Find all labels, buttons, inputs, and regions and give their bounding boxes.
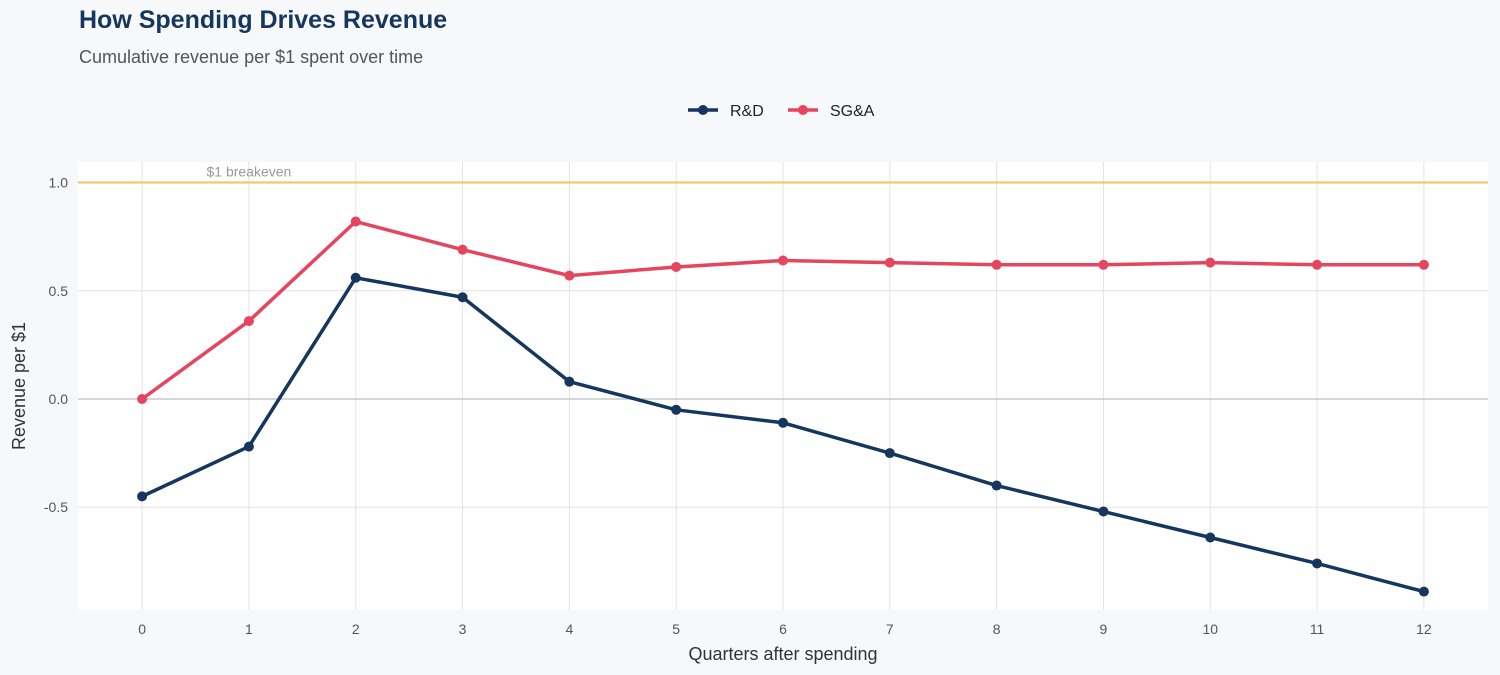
x-tick-label: 12 (1416, 621, 1432, 637)
data-point-sga (564, 270, 575, 281)
data-point-sga (243, 316, 254, 327)
data-point-sga (137, 393, 148, 404)
x-axis-label: Quarters after spending (688, 644, 877, 664)
chart-subtitle: Cumulative revenue per $1 spent over tim… (79, 47, 424, 67)
data-point-rd (1205, 532, 1216, 543)
data-point-rd (350, 272, 361, 283)
data-point-rd (457, 292, 468, 303)
data-point-rd (243, 441, 254, 452)
data-point-sga (350, 216, 361, 227)
y-tick-label: 0.0 (49, 391, 69, 407)
data-point-rd (1418, 586, 1429, 597)
x-tick-label: 1 (245, 621, 253, 637)
data-point-sga (1205, 257, 1216, 268)
x-tick-label: 10 (1202, 621, 1218, 637)
data-point-sga (457, 244, 468, 255)
x-tick-label: 11 (1310, 621, 1325, 637)
x-tick-label: 8 (993, 621, 1001, 637)
data-point-sga (671, 261, 682, 272)
x-tick-label: 9 (1100, 621, 1108, 637)
legend-label-rd: R&D (730, 103, 764, 120)
data-point-sga (991, 259, 1002, 270)
breakeven-label: $1 breakeven (206, 164, 291, 180)
data-point-rd (884, 448, 895, 459)
data-point-rd (671, 404, 682, 415)
x-tick-label: 2 (352, 621, 360, 637)
x-tick-label: 5 (672, 621, 680, 637)
data-point-rd (1098, 506, 1109, 517)
legend-marker-sga (798, 105, 808, 115)
x-tick-label: 7 (886, 621, 894, 637)
y-axis-label: Revenue per $1 (9, 322, 29, 450)
legend-marker-rd (698, 105, 708, 115)
legend-label-sga: SG&A (830, 103, 875, 120)
y-tick-label: 0.5 (49, 283, 69, 299)
data-point-rd (778, 417, 788, 428)
chart-title: How Spending Drives Revenue (79, 6, 448, 34)
y-tick-label: -0.5 (44, 499, 68, 515)
data-point-sga (778, 255, 788, 266)
x-tick-label: 3 (459, 621, 467, 637)
data-point-rd (1312, 558, 1323, 569)
x-tick-label: 4 (565, 621, 573, 637)
data-point-sga (1312, 259, 1323, 270)
data-point-rd (991, 480, 1002, 491)
data-point-rd (564, 376, 575, 387)
data-point-sga (1418, 259, 1429, 270)
data-point-sga (1098, 259, 1109, 270)
data-point-sga (884, 257, 895, 268)
y-tick-label: 1.0 (49, 175, 69, 191)
x-tick-label: 6 (779, 621, 787, 637)
data-point-rd (137, 491, 148, 502)
x-tick-label: 0 (138, 621, 146, 637)
